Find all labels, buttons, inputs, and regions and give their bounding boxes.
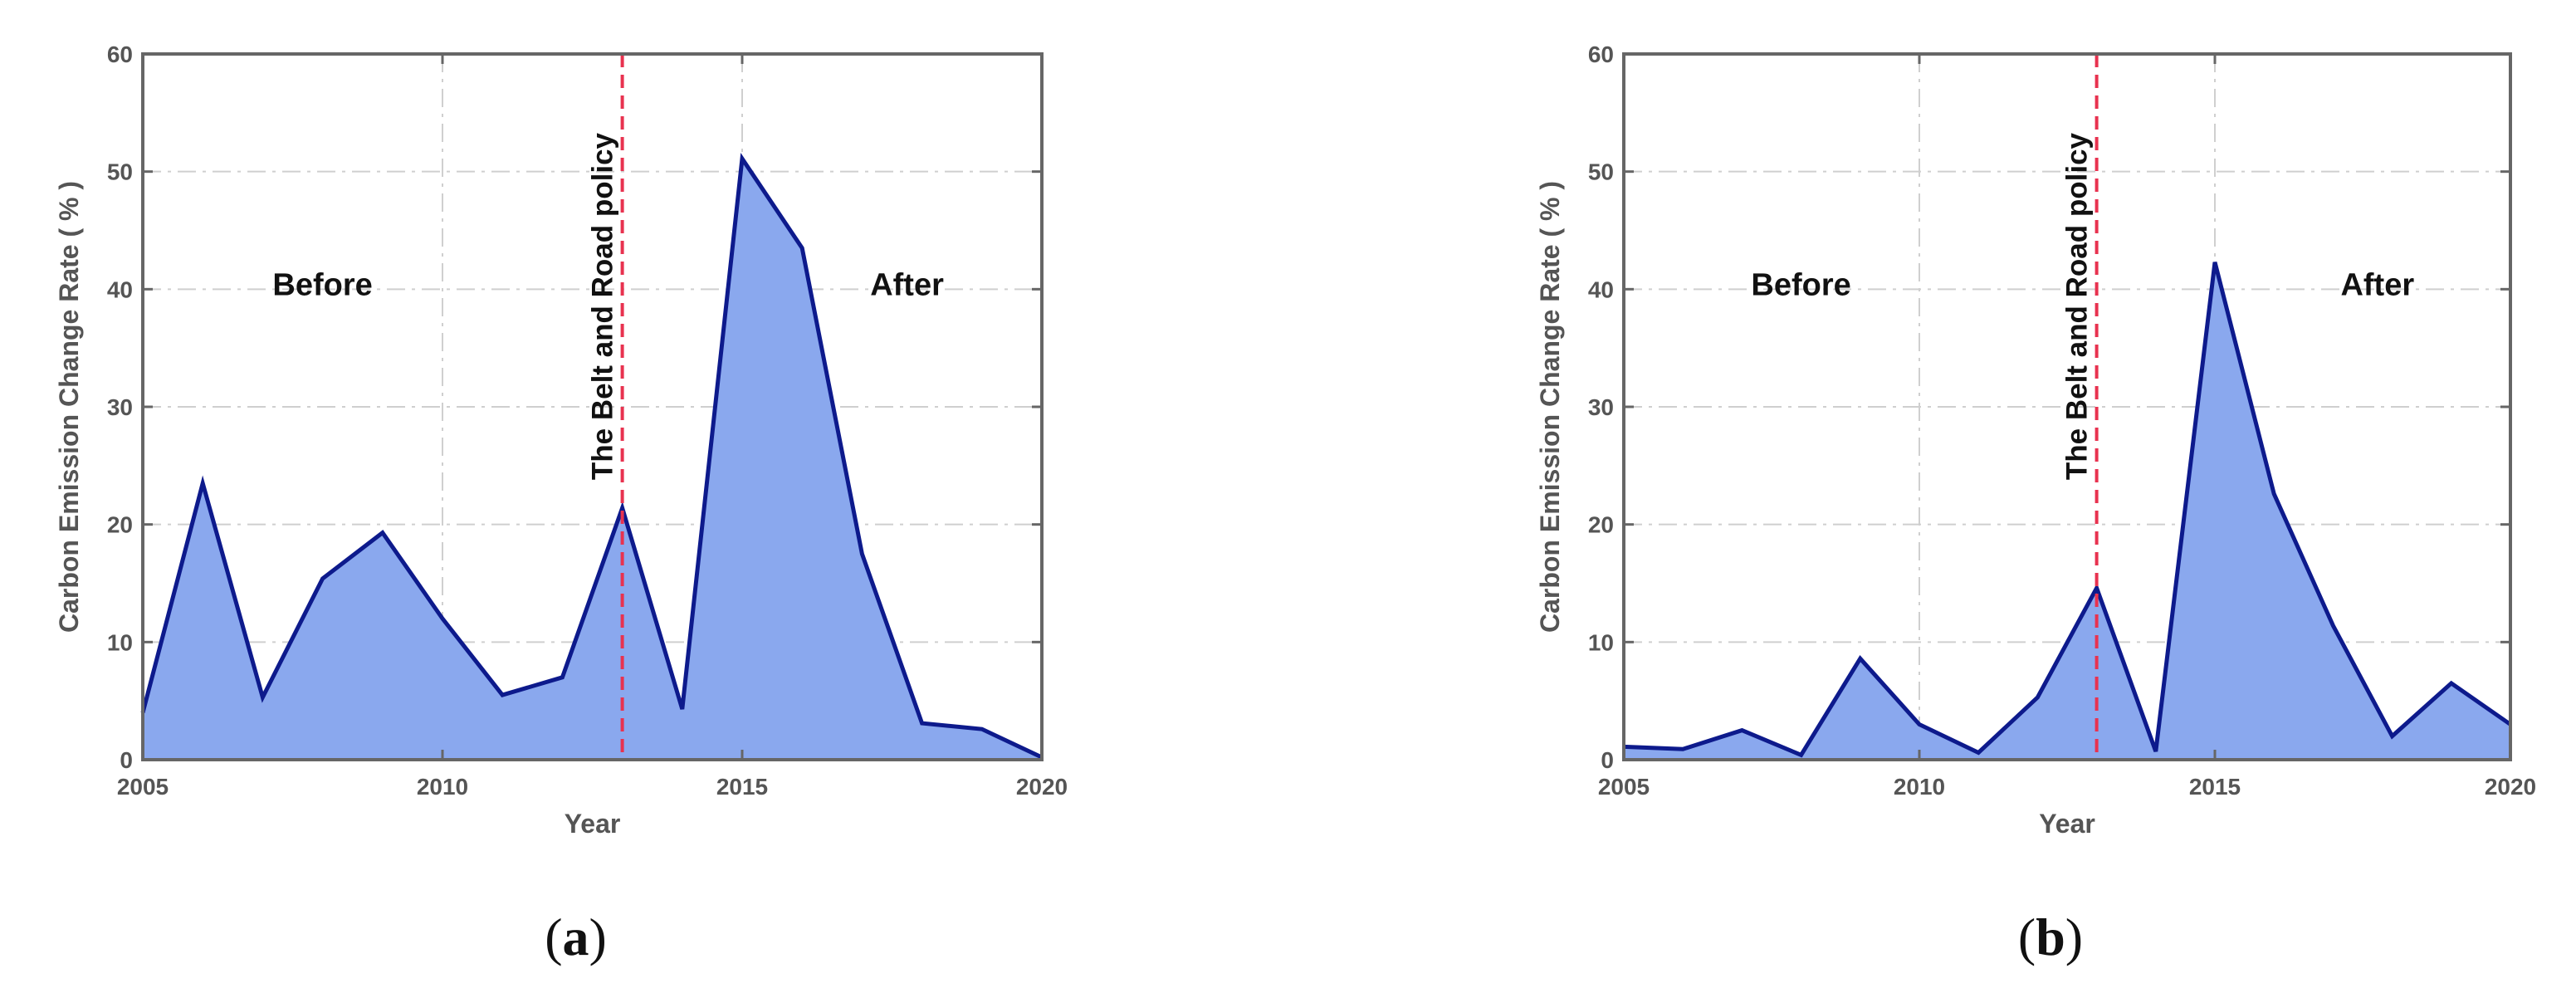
data-point-a-2010	[440, 616, 445, 621]
data-point-b-2017	[2330, 624, 2335, 629]
annotation-after-a: After	[870, 267, 944, 302]
x-tick-label-2005: 2005	[117, 774, 169, 800]
data-point-a-2019	[980, 726, 985, 731]
data-point-b-2014	[2153, 749, 2158, 754]
data-point-a-2008	[320, 576, 325, 581]
data-point-a-2016	[799, 246, 804, 251]
y-tick-label-40: 40	[107, 276, 133, 302]
data-point-a-2017	[859, 551, 864, 556]
x-tick-label-2020: 2020	[1016, 774, 1068, 800]
series-line-a	[140, 152, 1044, 760]
data-point-a-2006	[200, 481, 205, 486]
data-point-b-2015	[2212, 260, 2217, 265]
data-point-b-2008	[1799, 752, 1804, 757]
y-tick-label-60: 60	[1588, 42, 1614, 67]
data-point-b-2006	[1680, 746, 1685, 751]
data-point-a-2015	[740, 156, 745, 161]
annotation-before-a: Before	[272, 267, 372, 302]
annotation-before-b: Before	[1751, 267, 1850, 302]
data-point-a-2012	[560, 675, 565, 680]
y-tick-label-60: 60	[107, 42, 133, 67]
y-tick-label-0: 0	[1601, 747, 1614, 773]
x-tick-label-2005: 2005	[1598, 774, 1650, 800]
chart-panel-b: The Belt and Road policy Before After 0 10 20…	[1535, 42, 2536, 966]
data-point-a-2013	[620, 506, 625, 511]
y-tick-label-30: 30	[107, 394, 133, 420]
data-point-a-2007	[260, 695, 265, 700]
annotation-after-b: After	[2340, 267, 2414, 302]
panel-label-a: (a)	[545, 907, 607, 966]
data-point-b-2012	[2035, 695, 2040, 700]
y-tick-label-0: 0	[120, 747, 133, 773]
data-point-b-2011	[1976, 751, 1981, 756]
x-axis-label-a: Year	[565, 809, 621, 839]
y-tick-label-20: 20	[1588, 512, 1614, 538]
x-tick-label-2015: 2015	[716, 774, 768, 800]
y-tick-label-50: 50	[1588, 159, 1614, 185]
y-tick-label-40: 40	[1588, 276, 1614, 302]
data-point-a-2011	[500, 692, 505, 697]
x-tick-label-2015: 2015	[2189, 774, 2241, 800]
data-point-b-2019	[2449, 681, 2454, 686]
data-point-a-2018	[920, 721, 925, 726]
data-point-b-2009	[1858, 656, 1863, 661]
data-point-b-2013	[2095, 585, 2099, 590]
x-tick-label-2020: 2020	[2485, 774, 2536, 800]
y-axis-label-b: Carbon Emission Change Rate ( % )	[1535, 181, 1565, 633]
y-tick-label-10: 10	[107, 629, 133, 655]
y-axis-label-a: Carbon Emission Change Rate ( % )	[54, 181, 84, 633]
chart-panel-a: The Belt and Road policy Before After 0 10 20…	[54, 42, 1068, 966]
data-point-b-2007	[1739, 728, 1744, 733]
x-tick-label-2010: 2010	[417, 774, 468, 800]
policy-label-a: The Belt and Road policy	[587, 132, 619, 480]
panel-label-b: (b)	[2018, 907, 2083, 966]
data-point-a-2014	[680, 707, 685, 712]
series-area-b	[1624, 262, 2510, 760]
series-line-b	[1623, 262, 2512, 758]
data-point-b-2010	[1917, 722, 1922, 727]
data-point-a-2009	[380, 531, 385, 536]
policy-label-b: The Belt and Road policy	[2061, 132, 2094, 480]
y-tick-label-50: 50	[107, 159, 133, 185]
series-area-a	[143, 159, 1042, 760]
y-tick-label-30: 30	[1588, 394, 1614, 420]
x-tick-label-2010: 2010	[1894, 774, 1945, 800]
x-axis-label-b: Year	[2039, 809, 2095, 839]
data-point-b-2018	[2390, 734, 2395, 739]
y-tick-label-20: 20	[107, 512, 133, 538]
data-point-b-2016	[2271, 492, 2276, 496]
y-tick-label-10: 10	[1588, 629, 1614, 655]
